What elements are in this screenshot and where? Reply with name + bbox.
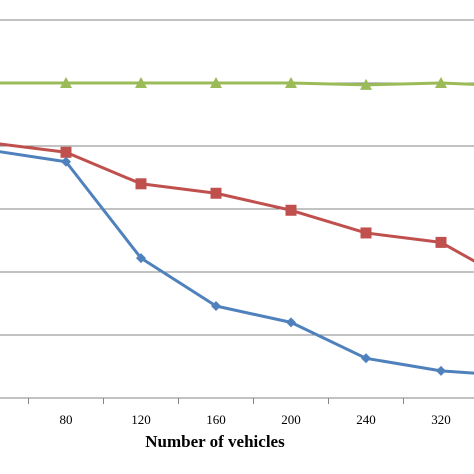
triangle-marker bbox=[360, 78, 372, 90]
series-markers bbox=[60, 77, 447, 376]
series-line-square bbox=[0, 142, 474, 263]
triangle-marker bbox=[435, 77, 447, 88]
series-lines bbox=[0, 81, 474, 375]
x-tick-label: 120 bbox=[131, 412, 151, 427]
gridlines bbox=[0, 19, 474, 336]
diamond-marker bbox=[436, 365, 446, 376]
triangle-marker bbox=[285, 77, 297, 88]
series-line-diamond bbox=[0, 150, 474, 375]
square-marker bbox=[135, 178, 147, 190]
x-axis bbox=[0, 397, 474, 404]
x-axis-title: Number of vehicles bbox=[145, 432, 285, 451]
x-tick-label: 160 bbox=[206, 412, 226, 427]
x-tick-label: 80 bbox=[60, 412, 73, 427]
square-marker bbox=[285, 204, 297, 216]
x-tick-label: 200 bbox=[281, 412, 301, 427]
diamond-marker bbox=[211, 301, 221, 312]
square-marker bbox=[60, 146, 72, 158]
diamond-marker bbox=[361, 353, 371, 364]
triangle-marker bbox=[60, 77, 72, 88]
diamond-marker bbox=[286, 317, 296, 328]
series-line-triangle bbox=[0, 81, 474, 87]
square-marker bbox=[360, 227, 372, 239]
diamond-marker bbox=[61, 156, 71, 167]
triangle-marker bbox=[210, 77, 222, 88]
x-tick-label: 240 bbox=[356, 412, 376, 427]
diamond-marker bbox=[136, 253, 146, 264]
triangle-marker bbox=[135, 77, 147, 88]
x-tick-labels: 8012016020024032040 bbox=[60, 412, 451, 427]
square-marker bbox=[435, 236, 447, 248]
square-marker bbox=[210, 187, 222, 199]
x-tick-label: 320 bbox=[431, 412, 451, 427]
